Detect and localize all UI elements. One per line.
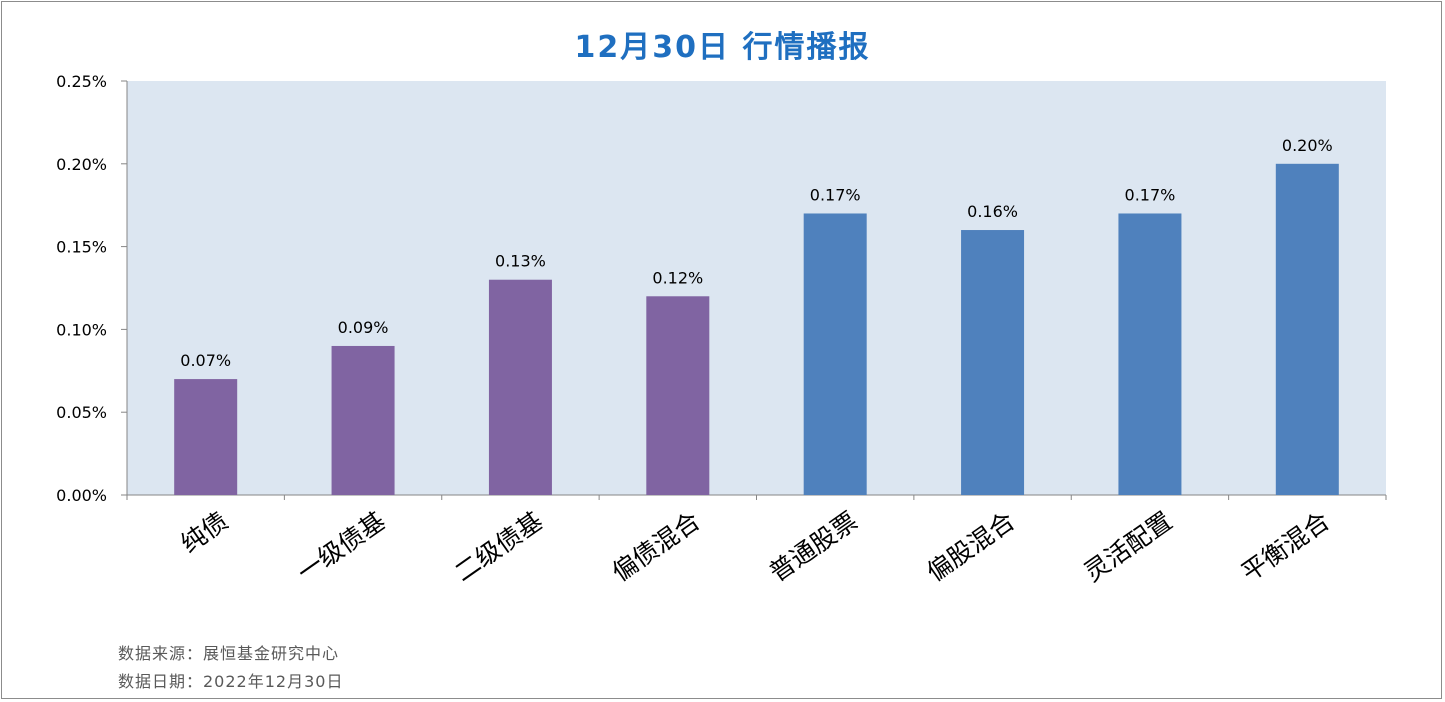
bar	[174, 379, 238, 495]
category-label: 二级债基	[449, 506, 548, 587]
y-tick-label: 0.15%	[56, 238, 107, 257]
data-label: 0.13%	[495, 252, 546, 271]
bar	[488, 279, 552, 495]
bar	[1118, 213, 1182, 496]
category-label: 纯债	[176, 506, 234, 558]
y-tick-label: 0.05%	[56, 403, 107, 422]
bar	[1275, 163, 1339, 496]
plot-area	[127, 81, 1386, 495]
data-label: 0.20%	[1282, 136, 1333, 155]
category-label: 平衡混合	[1236, 506, 1335, 587]
data-label: 0.17%	[1125, 185, 1176, 204]
category-label: 灵活配置	[1079, 506, 1178, 587]
data-label: 0.16%	[967, 202, 1018, 221]
data-date-note: 数据日期：2022年12月30日	[118, 672, 344, 691]
data-label: 0.09%	[338, 318, 389, 337]
category-label: 一级债基	[292, 506, 391, 587]
bar	[646, 296, 710, 495]
bar	[961, 230, 1025, 496]
y-tick-label: 0.20%	[56, 155, 107, 174]
category-label: 偏股混合	[921, 506, 1020, 587]
data-source-note: 数据来源：展恒基金研究中心	[118, 644, 340, 663]
bar	[331, 345, 395, 495]
chart-title: 12月30日 行情播报	[574, 30, 871, 65]
data-label: 0.17%	[810, 185, 861, 204]
bar	[803, 213, 867, 496]
y-tick-label: 0.10%	[56, 320, 107, 339]
category-label: 普通股票	[764, 506, 863, 587]
category-label: 偏债混合	[607, 506, 706, 587]
y-tick-label: 0.00%	[56, 486, 107, 505]
data-label: 0.07%	[180, 351, 231, 370]
data-label: 0.12%	[652, 268, 703, 287]
y-tick-label: 0.25%	[56, 72, 107, 91]
